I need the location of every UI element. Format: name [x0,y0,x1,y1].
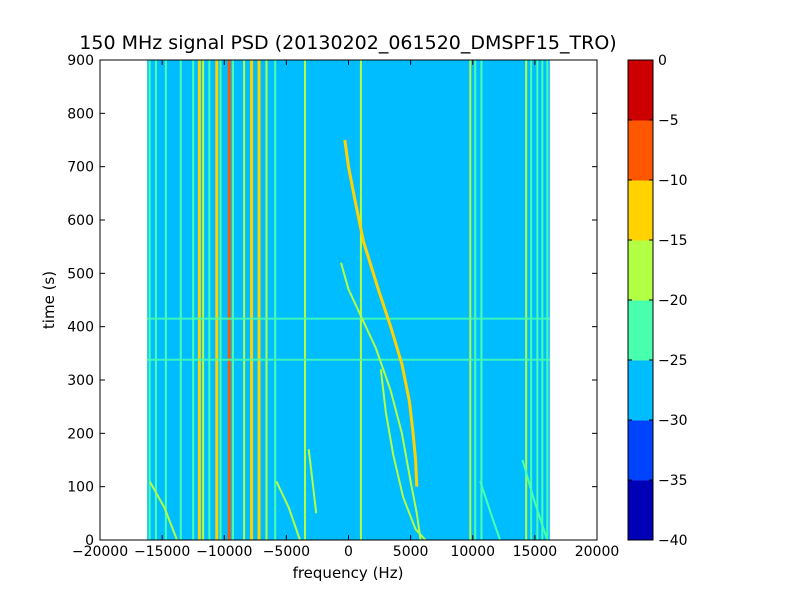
colorbar-band [628,180,653,241]
colorbar-band [628,420,653,481]
x-axis-ticks: −20000 −15000 −10000 −5000 0 5000 10000 15000 20… [72,60,619,560]
carrier-line [546,60,549,540]
carrier-line [474,60,477,540]
colorbar-tick-label: −15 [658,233,688,249]
carrier-line [536,60,539,540]
doppler-curve [343,139,419,487]
doppler-curve [340,262,422,541]
colorbar-tick-label: −35 [658,473,688,489]
doppler-curve [275,480,301,541]
carrier-line [250,60,254,540]
carrier-line [197,60,201,540]
x-tick-label: 20000 [575,544,620,560]
y-tick-label: 400 [67,320,94,336]
x-tick-label: 0 [344,544,353,560]
colorbar-band [628,480,653,541]
y-axis-label: time (s) [40,271,58,329]
x-tick-label: −5000 [263,544,310,560]
carrier-line [541,60,544,540]
doppler-curve [521,459,549,541]
x-tick-label: 10000 [450,544,495,560]
doppler-curve [379,369,427,541]
y-tick-label: 800 [67,106,94,122]
carrier-line [257,60,261,540]
carrier-line [231,60,234,540]
colorbar-tick-label: −25 [658,353,688,369]
carrier-line [179,60,182,540]
x-tick-label: −20000 [72,544,128,560]
y-tick-label: 100 [67,480,94,496]
x-tick-label: 15000 [513,544,558,560]
y-tick-label: 700 [67,160,94,176]
y-tick-label: 300 [67,373,94,389]
colorbar-band [628,360,653,421]
colorbar-band [628,60,653,121]
colorbar-tick-label: −10 [658,173,688,189]
carrier-line [215,60,219,540]
carrier-line [154,60,157,540]
colorbar-tick-label: 0 [658,53,667,69]
x-tick-label: −15000 [134,544,190,560]
y-axis-ticks: 0 100 200 300 400 500 600 700 800 900 [67,53,597,549]
x-axis-label: frequency (Hz) [293,564,404,582]
plot-area: −20000 −15000 −10000 −5000 0 5000 10000 15000 20… [67,53,619,560]
y-tick-label: 600 [67,213,94,229]
heatmap-layer [147,60,550,541]
x-tick-label: 5000 [393,544,429,560]
carrier-line [148,60,151,540]
carrier-line [274,60,277,540]
carrier-line [359,60,362,540]
chart-title: 150 MHz signal PSD (20130202_061520_DMSP… [79,32,616,54]
doppler-curve [148,480,178,541]
carrier-line [208,60,211,540]
time-streak [147,358,550,361]
carrier-line [227,60,231,540]
carrier-line [219,60,222,540]
colorbar-tick-label: −5 [658,113,679,129]
carrier-line [525,60,528,540]
carrier-line [243,60,246,540]
carrier-line [304,60,307,540]
carrier-line [192,60,195,540]
colorbar-tick-label: −30 [658,413,688,429]
carrier-line [469,60,472,540]
carrier-line [530,60,533,540]
y-tick-label: 500 [67,266,94,282]
colorbar-band [628,240,653,301]
carrier-line [202,60,205,540]
colorbar-tick-label: −40 [658,533,688,549]
doppler-curve [307,449,318,514]
colorbar-band [628,300,653,361]
colorbar-ticks: −40 −35 −30 −25 −20 −15 −10 −5 0 [628,53,688,549]
carrier-line [265,60,268,540]
x-tick-label: −10000 [196,544,252,560]
carrier-line [164,60,167,540]
colorbar-band [628,120,653,181]
y-tick-label: 900 [67,53,94,69]
doppler-curve [479,480,502,541]
carrier-line [480,60,483,540]
y-tick-label: 0 [85,533,94,549]
time-streak [147,317,550,320]
colorbar: −40 −35 −30 −25 −20 −15 −10 −5 0 [627,53,688,549]
colorbar-bands [628,60,653,541]
heatmap-background [147,60,550,540]
colorbar-tick-label: −20 [658,293,688,309]
y-tick-label: 200 [67,426,94,442]
